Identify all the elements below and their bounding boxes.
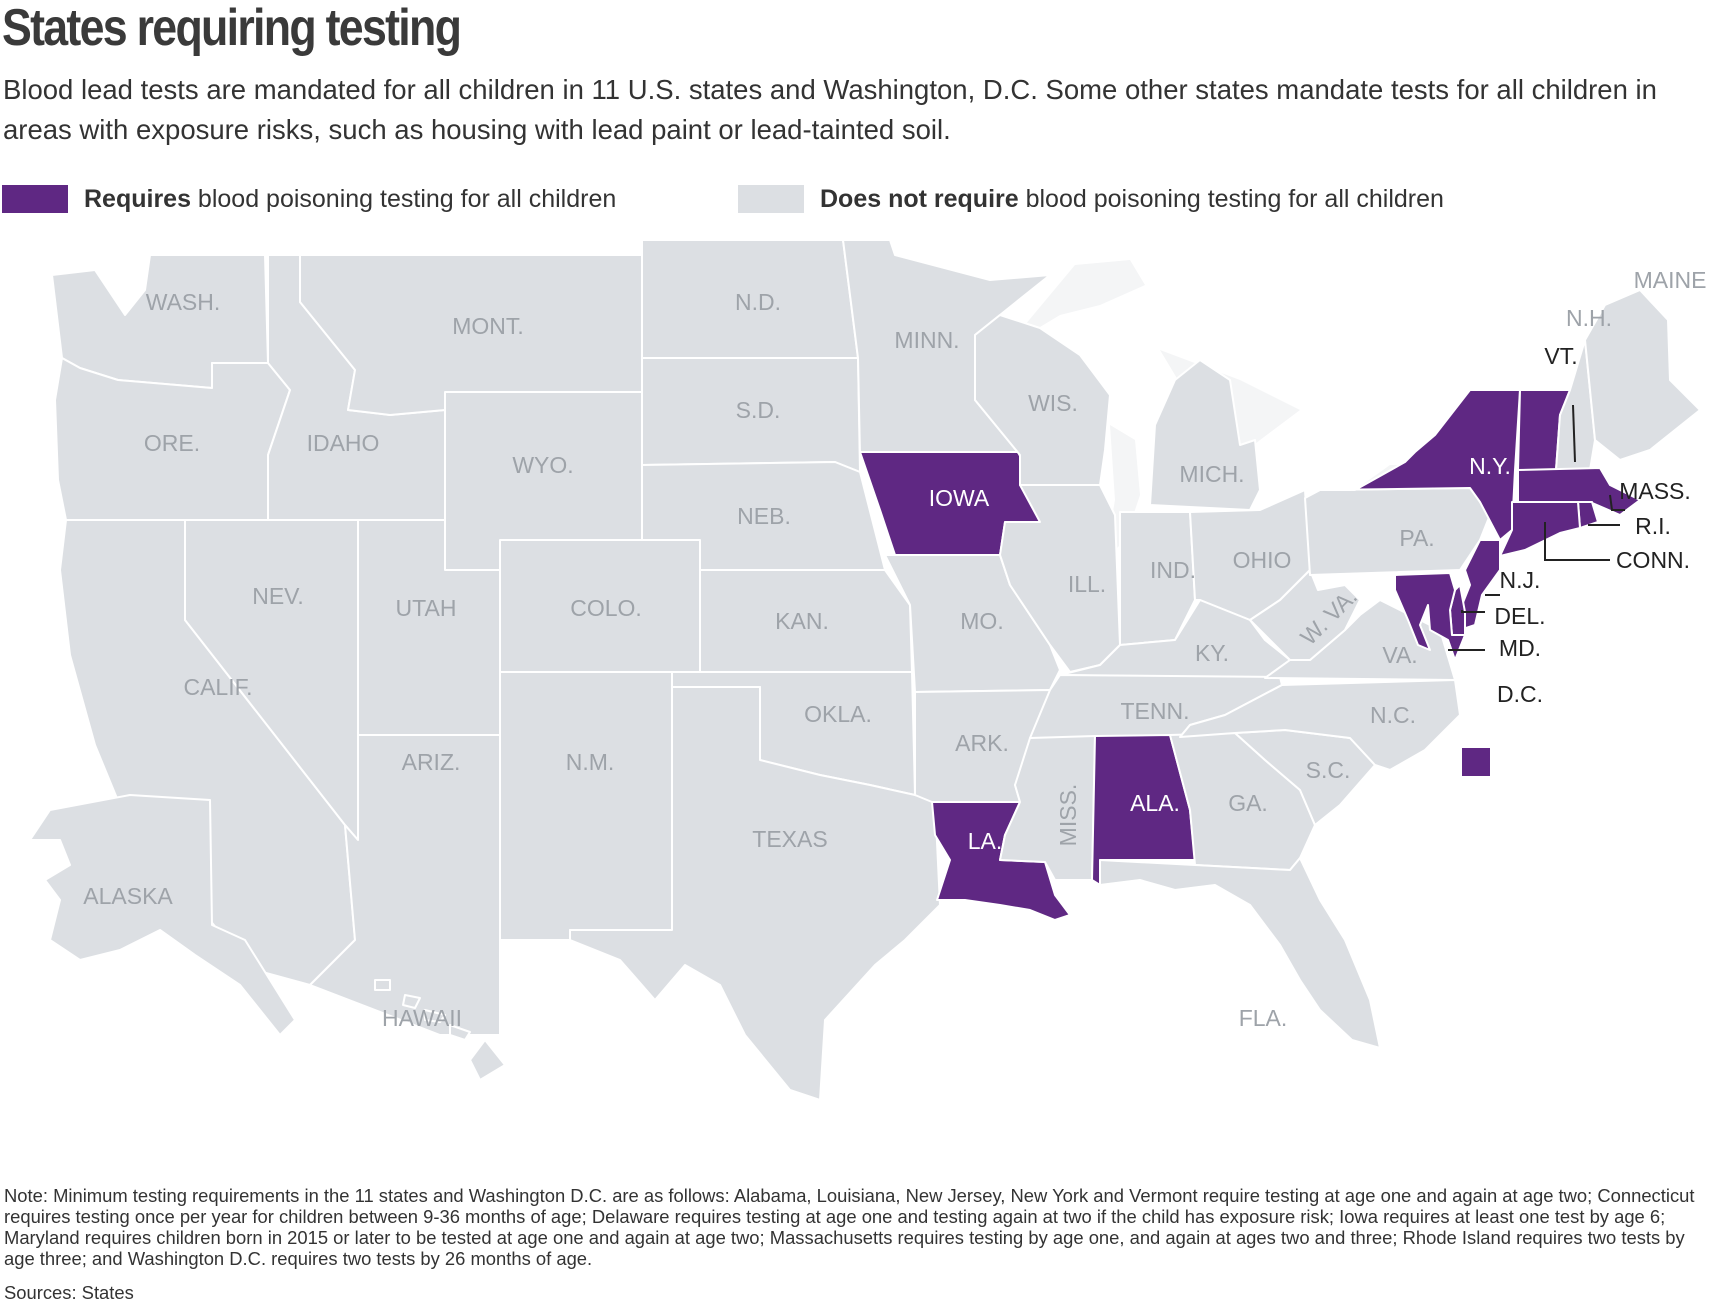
state-mich [1149, 359, 1261, 511]
label-miss: MISS. [1055, 784, 1081, 847]
label-calif: CALIF. [183, 674, 252, 700]
label-okla: OKLA. [804, 701, 872, 727]
label-sd: S.D. [736, 397, 781, 423]
state-ind [1119, 511, 1196, 646]
footnote: Note: Minimum testing requirements in th… [4, 1185, 1695, 1269]
label-del: DEL. [1494, 603, 1545, 629]
label-mich: MICH. [1179, 461, 1244, 487]
state-nj [1459, 539, 1501, 631]
leader-del [1461, 610, 1485, 613]
label-wyo: WYO. [512, 452, 573, 478]
label-mont: MONT. [452, 313, 524, 339]
label-nh: N.H. [1566, 305, 1612, 331]
legend-label-not-requires-bold: Does not require [820, 184, 1019, 213]
state-hawaii [374, 979, 506, 1081]
label-wis: WIS. [1028, 390, 1078, 416]
state-maine [1584, 289, 1701, 461]
label-va: VA. [1382, 642, 1417, 668]
label-minn: MINN. [894, 327, 959, 353]
leader-nh [1572, 404, 1576, 463]
label-ala: ALA. [1130, 790, 1180, 816]
dc-marker [1462, 748, 1490, 776]
state-fla [1099, 857, 1381, 1049]
sources: Sources: States [4, 1282, 134, 1303]
legend-label-requires-rest: blood poisoning testing for all children [190, 184, 617, 213]
label-utah: UTAH [396, 595, 457, 621]
label-ga: GA. [1228, 790, 1268, 816]
label-md: MD. [1499, 635, 1541, 661]
chart-title: States requiring testing [2, 0, 462, 57]
label-texas: TEXAS [752, 826, 827, 852]
leader-mass [1609, 494, 1625, 511]
label-mass: MASS. [1619, 478, 1691, 504]
legend-swatch-requires [2, 185, 68, 213]
label-neb: NEB. [737, 503, 791, 529]
state-wva [1249, 569, 1361, 661]
label-la: LA. [968, 828, 1003, 854]
label-nm: N.M. [566, 749, 615, 775]
label-fla: FLA. [1239, 1005, 1288, 1031]
legend-label-not-requires: Does not require blood poisoning testing… [820, 185, 1444, 214]
state-nc [1179, 679, 1461, 771]
leader-lines [1448, 404, 1625, 651]
state-nm [499, 671, 673, 941]
lake-superior [1000, 260, 1145, 355]
label-kan: KAN. [775, 608, 829, 634]
label-vt: VT. [1544, 343, 1577, 369]
labels-layer: WASH. ORE. CALIF. IDAHO NEV. MONT. WYO. UTAH COL… [83, 267, 1706, 1031]
label-wash: WASH. [146, 289, 221, 315]
label-ohio: OHIO [1233, 547, 1292, 573]
label-nd: N.D. [735, 289, 781, 315]
label-iowa: IOWA [929, 485, 990, 511]
label-ore: ORE. [144, 430, 200, 456]
label-mo: MO. [960, 608, 1003, 634]
dc-swatch [1462, 748, 1490, 776]
label-conn: CONN. [1616, 547, 1690, 573]
label-ill: ILL. [1068, 571, 1106, 597]
legend-label-not-requires-rest: blood poisoning testing for all children [1018, 184, 1444, 213]
label-sc: S.C. [1306, 757, 1351, 783]
state-pa [1304, 487, 1491, 576]
label-tenn: TENN. [1121, 698, 1190, 724]
legend-label-requires-bold: Requires [84, 184, 191, 213]
us-map: WASH. ORE. CALIF. IDAHO NEV. MONT. WYO. UTAH COL… [29, 240, 1706, 1101]
legend-item-requires: Requires blood poisoning testing for all… [2, 184, 616, 214]
state-ill [999, 484, 1121, 673]
label-dc: D.C. [1497, 681, 1543, 707]
label-ind: IND. [1150, 557, 1196, 583]
leader-conn [1544, 522, 1610, 561]
label-ky: KY. [1195, 640, 1229, 666]
label-idaho: IDAHO [307, 430, 380, 456]
state-texas [569, 686, 941, 1101]
label-ariz: ARIZ. [402, 749, 461, 775]
label-alaska: ALASKA [83, 883, 173, 909]
label-colo: COLO. [570, 595, 642, 621]
label-maine: MAINE [1634, 267, 1707, 293]
state-md [1394, 572, 1466, 661]
chart-subtitle: Blood lead tests are mandated for all ch… [3, 74, 1657, 145]
label-pa: PA. [1399, 525, 1434, 551]
label-nj: N.J. [1500, 567, 1541, 593]
state-wis [974, 314, 1111, 486]
legend-item-not-requires: Does not require blood poisoning testing… [738, 184, 1444, 214]
label-hawaii: HAWAII [382, 1005, 462, 1031]
state-conn [1499, 501, 1581, 557]
states-layer [29, 240, 1701, 1101]
label-ny: N.Y. [1469, 453, 1511, 479]
label-nc: N.C. [1370, 702, 1416, 728]
label-ark: ARK. [955, 730, 1009, 756]
label-nev: NEV. [252, 583, 304, 609]
legend-swatch-not-requires [738, 185, 804, 213]
label-ri: R.I. [1635, 513, 1671, 539]
state-alaska [29, 794, 296, 1036]
legend-label-requires: Requires blood poisoning testing for all… [84, 185, 616, 214]
